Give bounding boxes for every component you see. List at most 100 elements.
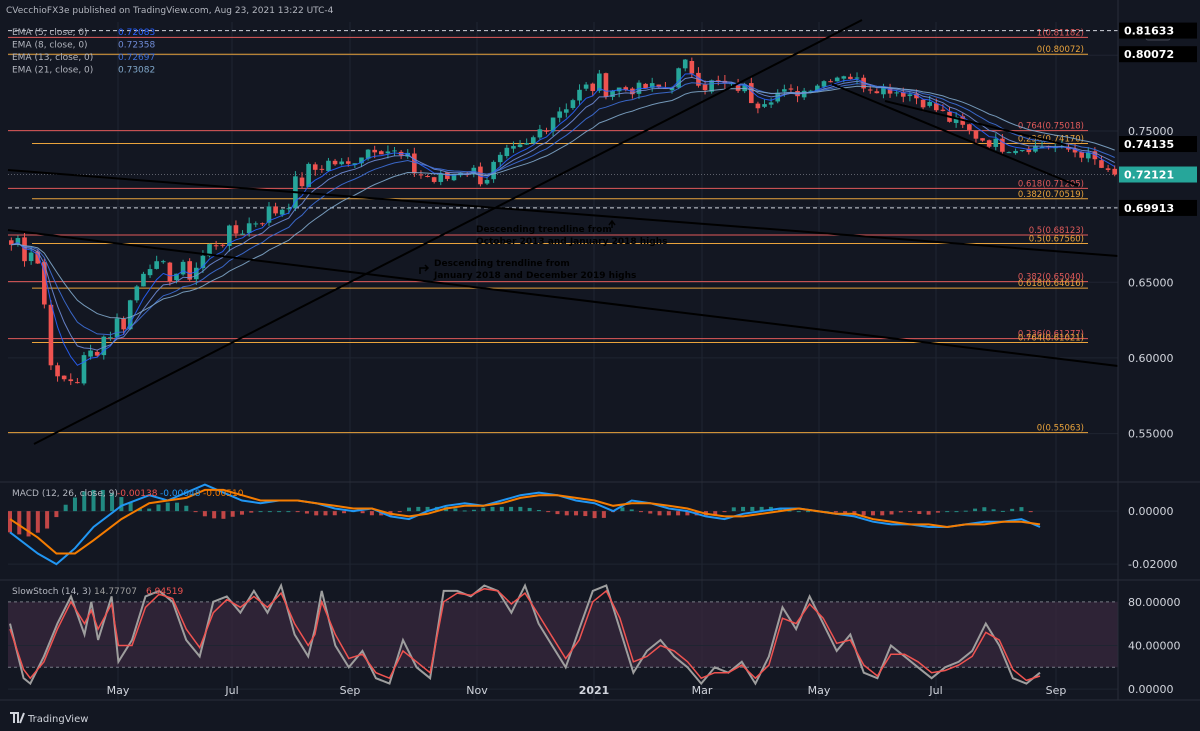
price-tag xyxy=(1119,22,1197,39)
macd-histogram-bar xyxy=(741,506,746,512)
macd-histogram-bar xyxy=(759,506,764,512)
fib-level-label: 0.618(0.71205) xyxy=(1018,179,1084,189)
macd-histogram-bar xyxy=(1010,508,1015,512)
candle-body xyxy=(233,225,239,234)
candle-body xyxy=(1085,152,1091,159)
candle-body xyxy=(1000,138,1005,152)
candle-body xyxy=(1072,148,1078,153)
macd-histogram-bar xyxy=(917,511,922,514)
candle-body xyxy=(8,240,14,245)
time-tick-label: Mar xyxy=(692,684,713,697)
macd-histogram-bar xyxy=(870,511,875,516)
macd-histogram-bar xyxy=(926,511,931,515)
candle-body xyxy=(986,140,992,147)
candle-body xyxy=(656,84,662,88)
macd-histogram-bar xyxy=(54,511,59,518)
candle-body xyxy=(1079,151,1084,158)
candle-body xyxy=(55,365,60,377)
candle-body xyxy=(372,149,378,153)
descending-trendline-2013-2018 xyxy=(7,169,1119,257)
candle-body xyxy=(180,261,186,275)
annotation-text: Descending trendline from xyxy=(476,225,612,235)
macd-histogram-bar xyxy=(880,511,885,516)
macd-histogram-bar xyxy=(973,508,978,512)
candle-body xyxy=(782,89,787,92)
candle-body xyxy=(312,164,318,170)
candle-body xyxy=(246,223,252,234)
candle-body xyxy=(134,286,140,301)
macd-histogram-bar xyxy=(750,506,755,512)
candle-body xyxy=(1105,168,1111,170)
tradingview-logo: TradingView xyxy=(10,712,88,725)
stoch-band xyxy=(8,601,1118,668)
time-tick-label: Jul xyxy=(224,684,238,697)
candle-body xyxy=(127,300,133,330)
candle-body xyxy=(967,124,972,130)
macd-histogram-bar xyxy=(82,491,87,512)
price-tag-label: 0.72121 xyxy=(1124,169,1174,182)
macd-histogram-bar xyxy=(1019,507,1024,512)
stoch-tick-label: 80.00000 xyxy=(1128,596,1181,609)
candle-body xyxy=(530,137,536,144)
macd-histogram-bar xyxy=(221,511,226,519)
price-tag-label: 0.69913 xyxy=(1124,202,1174,215)
price-axis[interactable]: 0.800000.750000.650000.600000.55000USD0.… xyxy=(1119,22,1197,441)
price-pane[interactable]: 1(0.81182) 0(0.80072) 0.764(0.75018) 0.236(… xyxy=(6,6,1119,700)
macd-histogram-bar xyxy=(666,511,671,516)
candle-body xyxy=(35,251,41,264)
candle-body xyxy=(279,209,285,215)
candle-body xyxy=(881,87,886,95)
candle-body xyxy=(1006,152,1012,154)
candle-body xyxy=(603,73,609,97)
slowstoch-pane[interactable]: SlowStoch (14, 3) 14.77707 6.94519 80.00000… xyxy=(8,582,1181,697)
time-axis[interactable]: May Jul Sep Nov 2021 Mar May Jul Sep xyxy=(107,684,1067,697)
macd-histogram-bar xyxy=(546,511,551,513)
candle-body xyxy=(894,92,899,94)
price-tag-label: 0.81633 xyxy=(1124,25,1174,38)
fib-level-label: 0.618(0.64616) xyxy=(1018,279,1084,289)
macd-histogram-bar xyxy=(1028,511,1033,513)
publisher-line: CVecchioFX3e published on TradingView.co… xyxy=(6,6,334,16)
stoch-tick-label: 0.00000 xyxy=(1128,683,1174,696)
candle-body xyxy=(841,76,847,79)
macd-histogram-bar xyxy=(620,507,625,512)
candle-body xyxy=(808,90,814,92)
ema-5-line xyxy=(11,73,1115,366)
macd-histogram-bar xyxy=(8,511,12,533)
fib-level-label: 0(0.55063) xyxy=(1037,424,1084,434)
candle-body xyxy=(266,206,272,223)
time-tick-label: May xyxy=(107,684,130,697)
macd-histogram-bar xyxy=(490,506,495,512)
candle-body xyxy=(299,177,305,187)
candle-body xyxy=(524,143,529,145)
candle-body xyxy=(160,261,166,263)
price-tag xyxy=(1119,136,1197,153)
candle-body xyxy=(319,168,325,170)
candle-body xyxy=(88,350,93,357)
candle-body xyxy=(286,208,292,210)
ema-legend-value: 0.72697 xyxy=(118,53,155,63)
fib-level-label: 0.5(0.68123) xyxy=(1029,226,1084,236)
time-tick-label: May xyxy=(808,684,831,697)
candle-body xyxy=(504,147,510,157)
macd-histogram-bar xyxy=(100,489,105,512)
candle-body xyxy=(75,382,80,384)
candle-body xyxy=(81,355,87,384)
ema-legend: CVecchioFX3e published on TradingView.co… xyxy=(6,6,334,76)
macd-pane[interactable]: MACD (12, 26, close, 9) -0.00138 -0.00648-… xyxy=(8,483,1177,572)
macd-histogram-bar xyxy=(202,511,207,517)
candle-body xyxy=(914,93,919,99)
macd-histogram-bar xyxy=(518,506,523,512)
candle-body xyxy=(768,102,774,105)
macd-histogram-bar xyxy=(722,511,727,513)
candle-body xyxy=(920,99,926,108)
macd-histogram-bar xyxy=(861,511,866,516)
macd-histogram-bar xyxy=(583,511,588,517)
candle-body xyxy=(68,379,74,382)
candle-body xyxy=(676,68,681,88)
price-tick-label: 0.65000 xyxy=(1128,276,1174,289)
candle-body xyxy=(709,80,714,92)
candle-body xyxy=(874,91,880,94)
candle-body xyxy=(141,273,146,287)
